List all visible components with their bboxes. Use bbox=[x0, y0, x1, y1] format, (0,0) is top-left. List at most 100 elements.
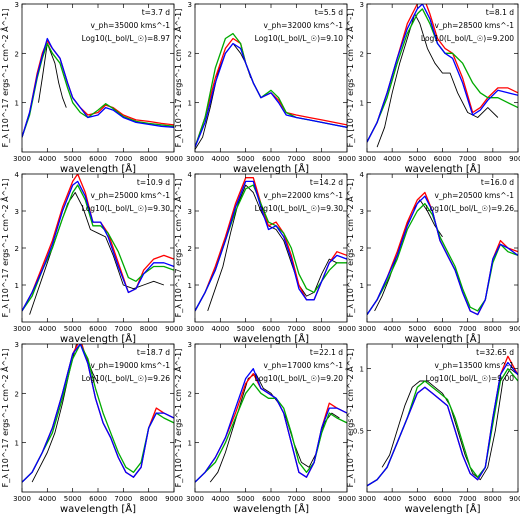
x-tick-label: 3000 bbox=[13, 155, 31, 163]
panel-annotation: Log10(L_bol/L_☉)=9.00 bbox=[426, 374, 515, 383]
model-spectrum-line bbox=[367, 195, 518, 316]
y-axis-label: F_λ [10^-17 ergs^-1 cm^-2 Å^-1] bbox=[172, 179, 183, 318]
y-axis-label: F_λ [10^-17 ergs^-1 cm^-2 Å^-1] bbox=[0, 9, 10, 148]
panel-annotation: v_ph=22000 kms^-1 bbox=[263, 191, 343, 200]
x-tick-label: 9000 bbox=[338, 155, 356, 163]
panel-annotation: t=14.2 d bbox=[310, 178, 343, 187]
x-axis-label: wavelength [Å] bbox=[60, 332, 136, 345]
x-tick-label: 4000 bbox=[383, 155, 401, 163]
x-tick-label: 9000 bbox=[509, 155, 520, 163]
panel-annotation: v_ph=13500 kms^-1 bbox=[434, 361, 514, 370]
x-tick-label: 7000 bbox=[287, 155, 305, 163]
y-tick-label: 1 bbox=[360, 282, 364, 290]
model-spectrum-line bbox=[195, 180, 347, 312]
x-tick-label: 9000 bbox=[338, 495, 356, 503]
x-tick-label: 3000 bbox=[13, 325, 31, 333]
model-spectrum-line bbox=[367, 202, 518, 315]
x-tick-label: 6000 bbox=[89, 155, 107, 163]
spectrum-panel: 3000 4000 5000 6000 7000 8000 9000 1 2 3 t=22.1 d v… bbox=[172, 341, 356, 515]
x-tick-label: 9000 bbox=[165, 155, 183, 163]
y-tick-label: 0.5 bbox=[353, 427, 364, 435]
y-axis-label: F_λ [10^-17 ergs^-1 cm^-2 Å^-1] bbox=[344, 349, 355, 488]
x-tick-label: 7000 bbox=[114, 495, 132, 503]
x-tick-label: 9000 bbox=[165, 325, 183, 333]
y-tick-label: 2 bbox=[15, 245, 19, 253]
x-tick-label: 9000 bbox=[509, 495, 520, 503]
y-tick-label: 3 bbox=[15, 341, 19, 349]
y-tick-label: 2 bbox=[188, 390, 192, 398]
x-tick-label: 8000 bbox=[313, 155, 331, 163]
y-axis-label: F_λ [10^-17 ergs^-1 cm^-2 Å^-1] bbox=[172, 9, 183, 148]
x-axis-label: wavelength [Å] bbox=[233, 332, 309, 345]
x-tick-label: 7000 bbox=[114, 325, 132, 333]
x-tick-label: 6000 bbox=[434, 155, 452, 163]
x-tick-label: 8000 bbox=[484, 325, 502, 333]
model-spectrum-line bbox=[367, 4, 518, 143]
x-tick-label: 4000 bbox=[211, 325, 229, 333]
observed-spectrum-line bbox=[374, 199, 443, 312]
x-tick-label: 6000 bbox=[89, 495, 107, 503]
x-tick-label: 4000 bbox=[38, 325, 56, 333]
spectrum-panel: 3000 4000 5000 6000 7000 8000 9000 1 2 3 4 t=10.9 d… bbox=[0, 171, 183, 345]
x-tick-label: 8000 bbox=[484, 495, 502, 503]
y-tick-label: 1 bbox=[15, 282, 19, 290]
model-spectrum-line bbox=[367, 361, 518, 487]
x-tick-label: 3000 bbox=[358, 495, 376, 503]
y-tick-label: 2 bbox=[188, 245, 192, 253]
x-tick-label: 3000 bbox=[13, 495, 31, 503]
panel-annotation: v_ph=17000 kms^-1 bbox=[263, 361, 343, 370]
y-tick-label: 2 bbox=[360, 50, 364, 58]
x-axis-label: wavelength [Å] bbox=[60, 162, 136, 175]
panel-annotation: t=3.7 d bbox=[142, 8, 171, 17]
x-axis-label: wavelength [Å] bbox=[233, 162, 309, 175]
y-tick-label: 2 bbox=[360, 245, 364, 253]
model-spectrum-line bbox=[22, 42, 174, 138]
x-tick-label: 6000 bbox=[262, 155, 280, 163]
model-spectrum-line bbox=[195, 42, 347, 148]
spectrum-panel: 3000 4000 5000 6000 7000 8000 9000 1 2 3 t=18.7 d v… bbox=[0, 341, 183, 515]
model-spectrum-line bbox=[195, 32, 347, 148]
panel-annotation: Log10(L_bol/L_☉)=8.97 bbox=[82, 34, 171, 43]
x-tick-label: 6000 bbox=[262, 325, 280, 333]
model-spectrum-line bbox=[367, 368, 518, 487]
y-tick-label: 1 bbox=[360, 366, 364, 374]
x-axis-label: wavelength [Å] bbox=[404, 332, 480, 345]
x-tick-label: 5000 bbox=[408, 325, 426, 333]
x-tick-label: 6000 bbox=[262, 495, 280, 503]
x-tick-label: 8000 bbox=[140, 325, 158, 333]
panel-annotation: Log10(L_bol/L_☉)=9.10 bbox=[255, 34, 344, 43]
x-tick-label: 3000 bbox=[186, 495, 204, 503]
model-spectrum-line bbox=[22, 37, 174, 138]
y-tick-label: 3 bbox=[188, 341, 192, 349]
model-spectrum-line bbox=[195, 368, 347, 483]
x-tick-label: 7000 bbox=[114, 155, 132, 163]
y-tick-label: 3 bbox=[188, 1, 192, 9]
panel-annotation: v_ph=25000 kms^-1 bbox=[90, 191, 170, 200]
x-tick-label: 9000 bbox=[338, 325, 356, 333]
x-tick-label: 5000 bbox=[408, 155, 426, 163]
y-tick-label: 4 bbox=[15, 171, 20, 179]
spectrum-panel: 3000 4000 5000 6000 7000 8000 9000 1 2 3 t=3.7 d v_… bbox=[0, 1, 183, 175]
observed-spectrum-line bbox=[38, 43, 67, 108]
x-axis-label: wavelength [Å] bbox=[60, 502, 136, 515]
x-tick-label: 4000 bbox=[211, 495, 229, 503]
spectrum-panel: 3000 4000 5000 6000 7000 8000 9000 1 2 3 t=5.5 d v_… bbox=[172, 1, 356, 175]
x-tick-label: 4000 bbox=[38, 495, 56, 503]
x-tick-label: 9000 bbox=[165, 495, 183, 503]
x-axis-label: wavelength [Å] bbox=[233, 502, 309, 515]
y-tick-label: 3 bbox=[15, 208, 19, 216]
panel-annotation: Log10(L_bol/L_☉)=9.20 bbox=[255, 374, 344, 383]
y-axis-label: F_λ [10^-17 ergs^-1 cm^-2 Å^-1] bbox=[172, 349, 183, 488]
y-tick-label: 1 bbox=[188, 100, 192, 108]
panel-annotation: Log10(L_bol/L_☉)=9.200 bbox=[421, 34, 514, 43]
y-tick-label: 1 bbox=[188, 440, 192, 448]
spectrum-panel: 3000 4000 5000 6000 7000 8000 9000 0.5 1 t=32.65 … bbox=[344, 343, 520, 515]
y-tick-label: 3 bbox=[360, 208, 364, 216]
y-tick-label: 3 bbox=[188, 208, 192, 216]
x-axis-label: wavelength [Å] bbox=[404, 162, 480, 175]
x-tick-label: 7000 bbox=[287, 495, 305, 503]
x-tick-label: 5000 bbox=[64, 155, 82, 163]
x-tick-label: 5000 bbox=[237, 325, 255, 333]
panel-annotation: v_ph=19000 kms^-1 bbox=[90, 361, 170, 370]
